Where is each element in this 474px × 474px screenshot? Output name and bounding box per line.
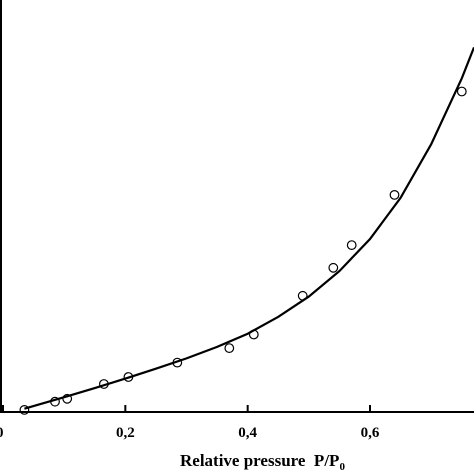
x-axis-ticks bbox=[2, 405, 372, 412]
data-point bbox=[248, 329, 259, 340]
data-point bbox=[224, 343, 235, 354]
data-point bbox=[62, 393, 73, 404]
fit-line bbox=[24, 46, 474, 410]
data-point bbox=[19, 405, 30, 415]
data-point bbox=[456, 86, 467, 97]
data-point bbox=[172, 357, 183, 368]
fit-curve bbox=[24, 46, 474, 410]
x-axis-title-subscript: 0 bbox=[339, 461, 345, 473]
plot-frame bbox=[0, 0, 474, 413]
x-tick-label: 0,2 bbox=[116, 425, 135, 441]
data-point bbox=[98, 379, 109, 389]
x-tick-label: 0 bbox=[0, 425, 4, 441]
x-tick-label: 0,6 bbox=[361, 425, 380, 441]
x-axis-title-main: Relative pressure P/P bbox=[180, 451, 339, 470]
data-point bbox=[297, 290, 308, 301]
data-point bbox=[50, 396, 60, 407]
data-point bbox=[123, 372, 134, 382]
data-point bbox=[346, 240, 357, 251]
x-tick-label: 0,4 bbox=[238, 425, 257, 441]
x-axis-title: Relative pressure P/P0 bbox=[180, 451, 345, 473]
data-points bbox=[19, 86, 467, 415]
data-point bbox=[389, 189, 400, 200]
data-point bbox=[328, 262, 339, 273]
x-axis-tick-labels: 0 0,2 0,4 0,6 bbox=[0, 425, 380, 441]
